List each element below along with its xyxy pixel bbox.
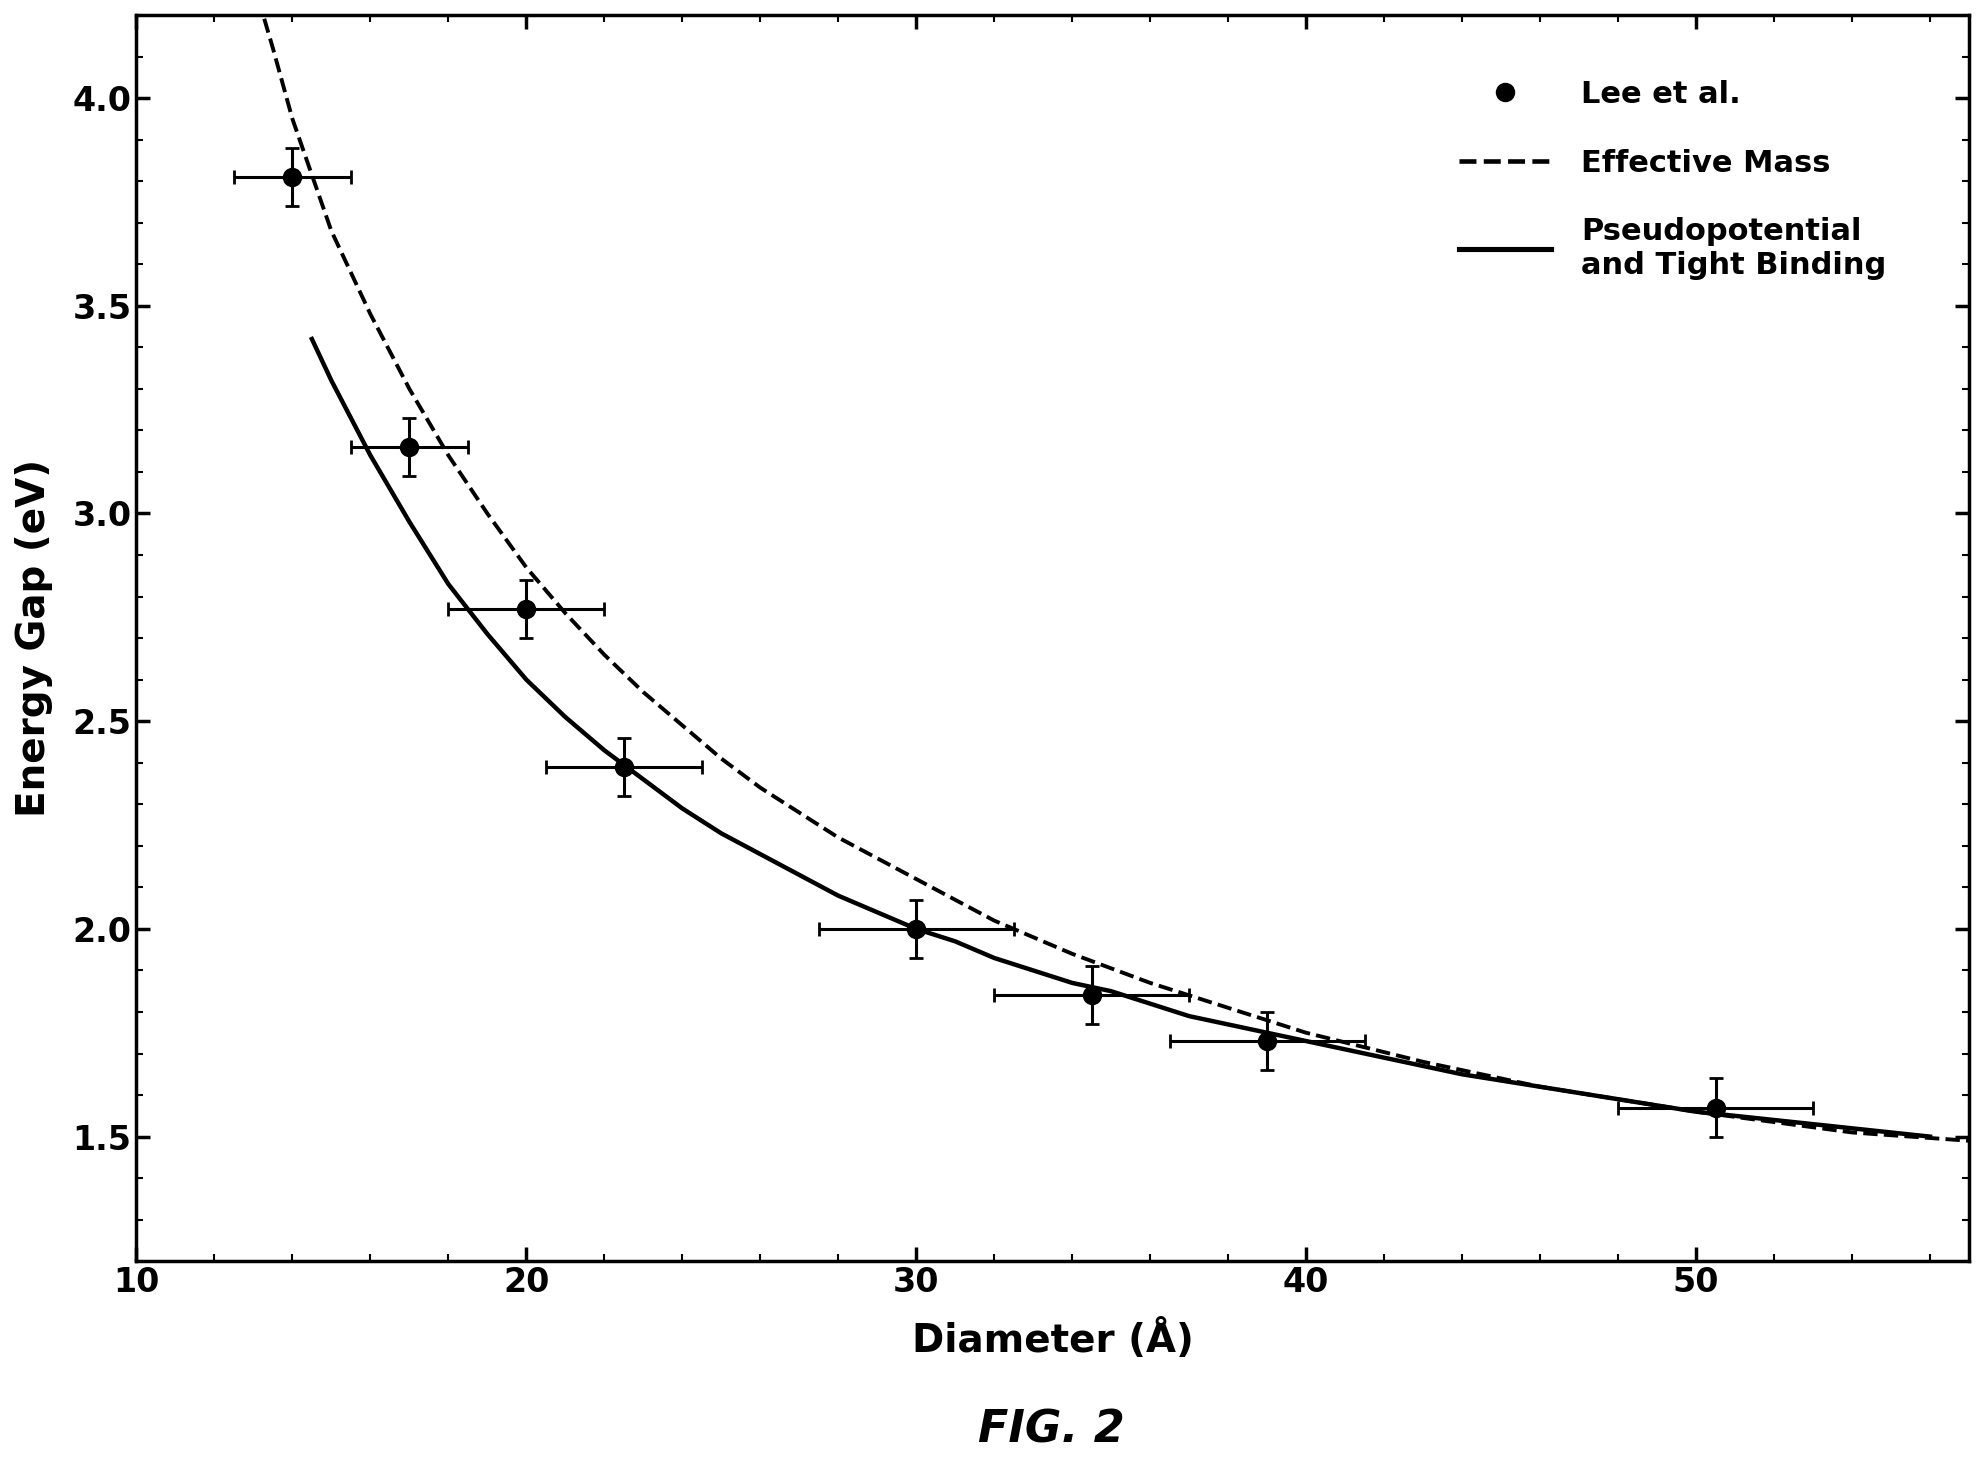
- Legend: Lee et al., Effective Mass, Pseudopotential
and Tight Binding: Lee et al., Effective Mass, Pseudopotent…: [1446, 68, 1899, 293]
- X-axis label: Diameter (Å): Diameter (Å): [913, 1318, 1194, 1360]
- Text: FIG. 2: FIG. 2: [978, 1409, 1125, 1451]
- Y-axis label: Energy Gap (eV): Energy Gap (eV): [16, 460, 54, 817]
